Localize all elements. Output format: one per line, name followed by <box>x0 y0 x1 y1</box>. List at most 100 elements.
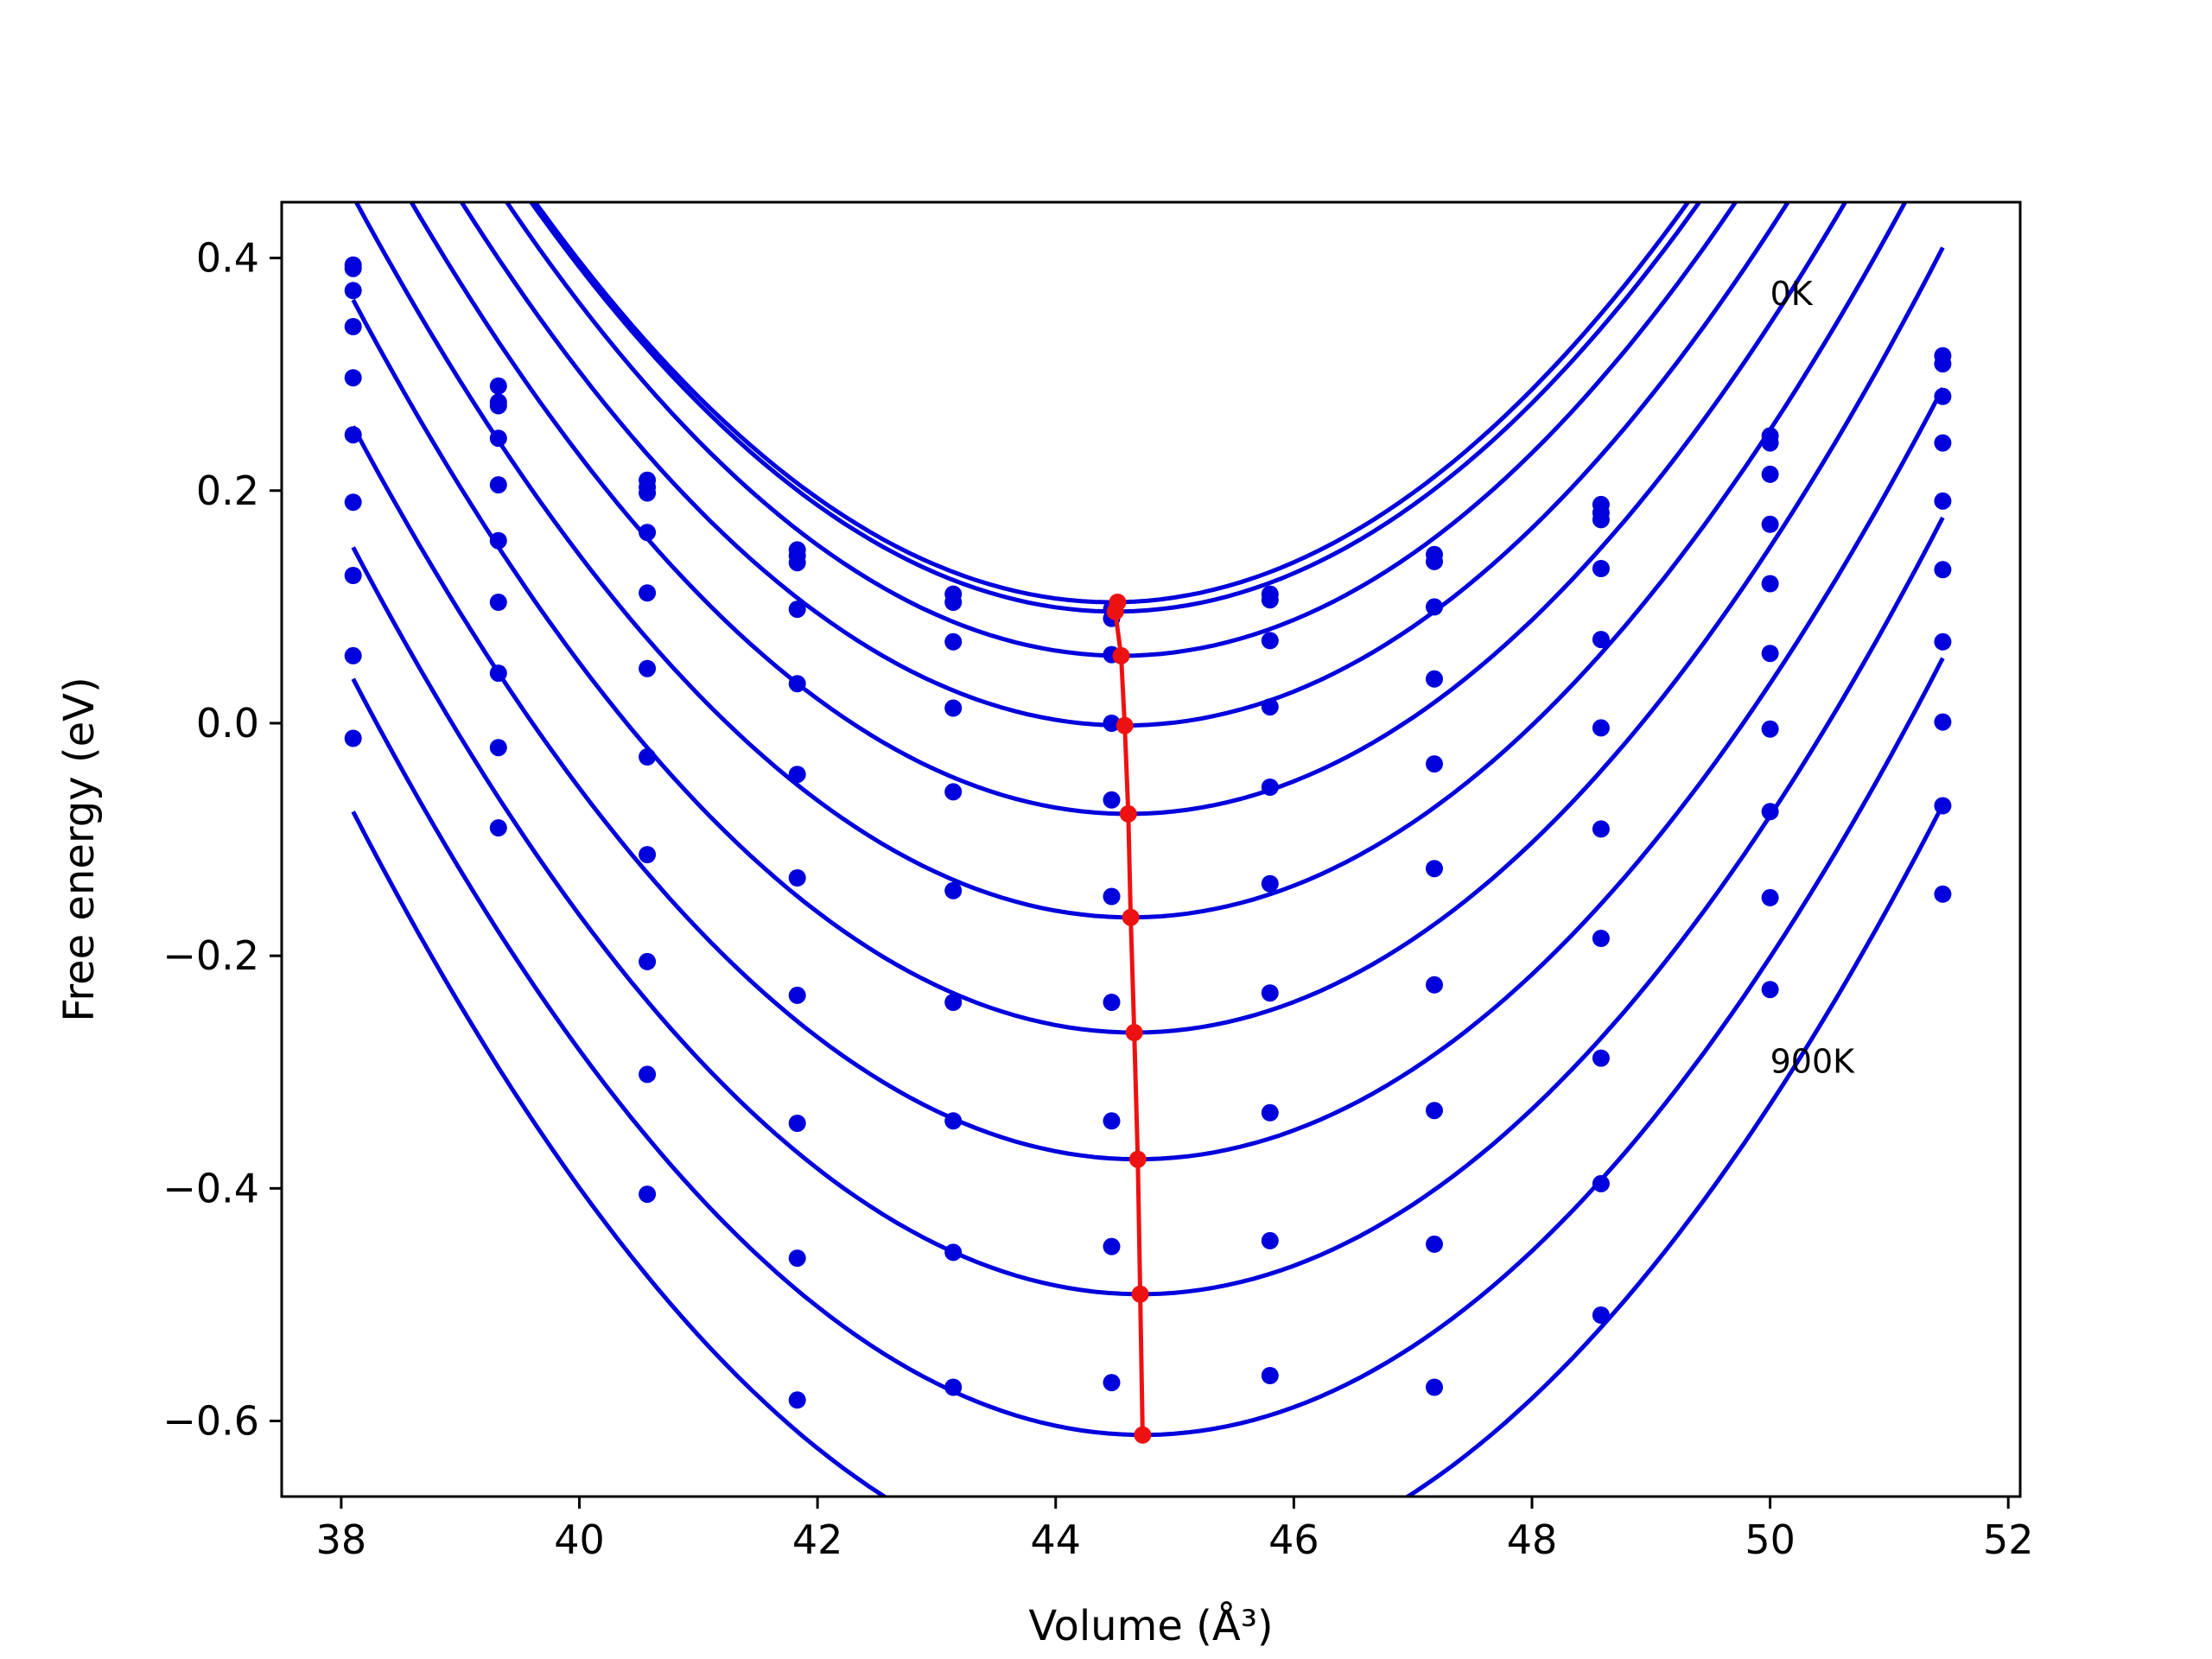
data-point-10-8 <box>1592 1306 1610 1324</box>
data-point-5-8 <box>1592 719 1610 737</box>
data-point-7-2 <box>639 846 657 864</box>
data-point-5-1 <box>489 531 507 550</box>
y-tick-label-3: −0.2 <box>162 932 259 979</box>
data-point-9-9 <box>1761 981 1779 999</box>
data-point-3-1 <box>489 429 507 448</box>
minimum-point-3 <box>1116 716 1134 734</box>
data-point-5-0 <box>344 426 362 444</box>
annotation-0k: 0K <box>1770 275 1814 313</box>
data-point-8-8 <box>1592 1049 1610 1067</box>
data-point-2-10 <box>1934 387 1952 405</box>
data-point-7-10 <box>1934 713 1952 731</box>
data-point-1-4 <box>944 594 963 611</box>
data-point-9-1 <box>489 819 507 837</box>
data-point-3-6 <box>1261 698 1279 716</box>
data-point-4-4 <box>944 783 963 801</box>
data-point-8-7 <box>1426 1235 1443 1253</box>
minimum-point-4 <box>1119 804 1137 823</box>
minimum-point-5 <box>1122 908 1140 926</box>
data-point-4-10 <box>1934 492 1952 510</box>
fit-curve-2 <box>504 202 1738 658</box>
data-point-8-0 <box>344 646 362 664</box>
fit-curve-10 <box>351 804 1945 1497</box>
data-point-4-0 <box>344 369 362 387</box>
fit-curve-1 <box>528 202 1702 614</box>
data-point-9-6 <box>1261 1367 1279 1384</box>
fit-curve-3 <box>459 202 1791 728</box>
fit-curve-6 <box>351 246 1945 1035</box>
data-point-4-6 <box>1261 779 1279 796</box>
data-point-6-1 <box>489 594 507 611</box>
data-point-8-5 <box>1103 1237 1121 1255</box>
data-point-6-5 <box>1103 994 1121 1011</box>
data-point-2-7 <box>1426 598 1443 616</box>
data-point-1-10 <box>1934 355 1952 373</box>
data-point-8-4 <box>944 1243 963 1262</box>
y-tick-label-1: 0.2 <box>196 467 259 514</box>
fit-curve-7 <box>351 387 1945 1162</box>
data-point-9-0 <box>344 729 362 747</box>
data-point-3-5 <box>1103 715 1121 732</box>
minimum-point-7 <box>1128 1150 1147 1168</box>
y-tick-label-5: −0.6 <box>162 1398 259 1445</box>
data-point-5-7 <box>1426 860 1443 878</box>
data-point-1-7 <box>1426 552 1443 570</box>
data-point-2-0 <box>344 282 362 300</box>
minimum-point-1 <box>1106 602 1124 620</box>
x-tick-label-42: 42 <box>792 1516 843 1563</box>
data-point-7-5 <box>1103 1112 1121 1130</box>
data-point-9-4 <box>944 1378 963 1396</box>
data-point-5-4 <box>944 881 963 899</box>
y-tick-label-0: 0.4 <box>196 235 259 282</box>
data-point-6-8 <box>1592 820 1610 838</box>
data-point-4-8 <box>1592 631 1610 649</box>
data-point-8-9 <box>1761 888 1779 906</box>
y-tick-label-2: 0.0 <box>196 700 259 747</box>
data-point-6-2 <box>639 748 657 766</box>
data-point-3-0 <box>344 318 362 335</box>
data-point-4-9 <box>1761 575 1779 593</box>
data-point-7-9 <box>1761 803 1779 821</box>
data-point-5-9 <box>1761 645 1779 663</box>
data-point-5-5 <box>1103 887 1121 906</box>
data-point-7-7 <box>1426 1102 1443 1120</box>
data-point-7-1 <box>489 664 507 683</box>
data-point-5-3 <box>788 766 806 784</box>
data-point-1-6 <box>1261 591 1279 609</box>
x-tick-label-48: 48 <box>1507 1516 1558 1563</box>
data-point-2-4 <box>944 632 963 651</box>
data-point-4-3 <box>788 675 806 693</box>
y-tick-label-4: −0.4 <box>162 1165 259 1211</box>
minimum-point-6 <box>1125 1024 1143 1041</box>
data-point-4-2 <box>639 584 657 602</box>
data-point-0-1 <box>489 377 507 395</box>
minimum-curve <box>1106 594 1152 1444</box>
annotation-900k: 900K <box>1770 1042 1856 1080</box>
data-point-8-1 <box>489 739 507 757</box>
data-point-9-10 <box>1934 885 1952 903</box>
x-tick-label-52: 52 <box>1983 1516 2034 1563</box>
data-point-7-8 <box>1592 930 1610 947</box>
data-point-3-2 <box>639 524 657 542</box>
fit-curve-4 <box>409 202 1848 817</box>
minimum-point-2 <box>1112 646 1130 664</box>
data-point-6-4 <box>944 994 963 1011</box>
data-point-7-0 <box>344 567 362 584</box>
data-point-1-0 <box>344 259 362 277</box>
plot-frame <box>280 200 2022 1498</box>
data-point-3-9 <box>1761 515 1779 533</box>
data-point-3-7 <box>1426 670 1443 688</box>
x-tick-label-40: 40 <box>554 1516 605 1563</box>
data-point-4-1 <box>489 476 507 494</box>
data-point-3-3 <box>788 601 806 619</box>
data-point-3-10 <box>1934 434 1952 452</box>
x-tick-label-50: 50 <box>1745 1516 1796 1563</box>
data-point-1-9 <box>1761 434 1779 452</box>
y-axis-label: Free energy (eV) <box>55 677 104 1021</box>
data-point-9-2 <box>639 1065 657 1084</box>
data-point-2-6 <box>1261 632 1279 650</box>
data-point-4-7 <box>1426 755 1443 773</box>
data-point-5-2 <box>639 659 657 677</box>
data-point-9-3 <box>788 1249 806 1268</box>
x-tick-label-38: 38 <box>316 1516 367 1563</box>
